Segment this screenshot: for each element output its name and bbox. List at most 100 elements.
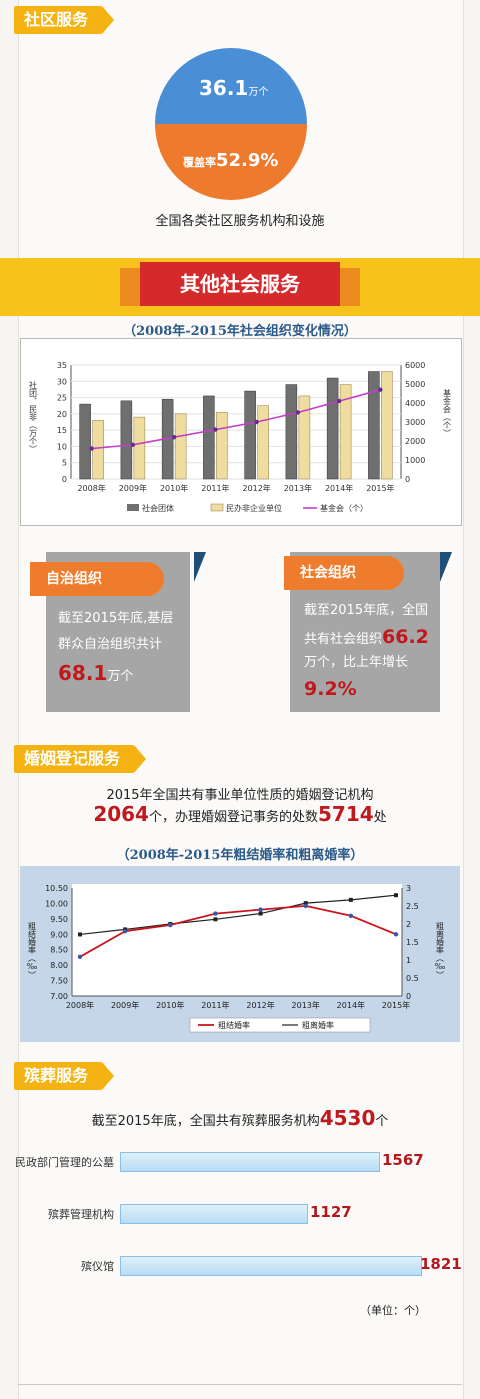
social-org-growth: 9.2% [304,678,357,700]
funeral-bar-value: 1127 [310,1203,352,1221]
bar-social-group [79,403,91,480]
coverage-rate: 覆盖率52.9% [183,150,278,171]
bar-social-group [326,377,339,480]
x-tick-label: 2009年 [111,1000,139,1010]
bar-private-nonprofit [133,416,146,480]
x-tick-label: 2012年 [242,483,270,493]
plot-area [72,884,402,996]
bar-private-nonprofit [174,413,187,480]
social-org-value: 66.2 [382,626,429,648]
point-foundation [89,446,94,451]
legend-swatch-social-group [127,504,139,511]
coverage-circle: 36.1万个 覆盖率52.9% [155,48,307,200]
x-tick-label: 2008年 [77,483,105,493]
x-tick-label: 2009年 [119,483,147,493]
y-tick-label: 5 [62,459,67,468]
community-tag: 社区服务 [14,6,115,34]
marriage-line2: 2064个，办理婚姻登记事务的处数5714处 [0,802,480,826]
y2-tick-label: 0 [405,475,410,484]
marriage-num2: 5714 [318,802,374,826]
funeral-bar-value: 1821 [420,1255,462,1273]
y2-tick-label: 0.5 [406,974,419,983]
funeral-bar [120,1256,422,1276]
funeral-bar-value: 1567 [382,1151,424,1169]
x-tick-label: 2010年 [156,1000,184,1010]
y-axis-label: 社团、民非（万个） [29,380,38,453]
org-chart-panel: 0 5 10 15 20 25 30 35 0 1000 2000 3000 4000 5000 6000 社… [20,338,462,526]
x-tick-label: 2011年 [201,1000,229,1010]
point-marriage-rate [168,922,173,928]
line-marriage-rate [79,904,397,958]
point-divorce-rate [78,932,82,937]
social-org-line3: 万个，比上年增长 [304,655,409,670]
bar-private-nonprofit [339,384,352,480]
point-marriage-rate [393,932,399,937]
y2-tick-label: 2000 [405,437,425,446]
y-tick-label: 7.00 [50,992,68,1001]
line-foundation [91,388,381,450]
marriage-chart-caption: （2008年-2015年粗结婚率和粗离婚率） [116,848,364,863]
y-tick-label: 35 [57,361,67,370]
footer-divider [18,1384,462,1385]
bar-social-group [285,384,298,480]
funeral-total: 4530 [319,1106,376,1130]
y2-tick-label: 4000 [405,399,425,408]
bar-private-nonprofit [216,411,228,480]
x-tick-label: 2011年 [201,483,229,493]
y2-axis-label: 基金会（个） [443,388,452,437]
y2-tick-label: 2 [406,920,411,929]
circle-bottom [155,124,307,200]
funeral-intro: 截至2015年底，全国共有殡葬服务机构4530个 [0,1106,480,1130]
bar-private-nonprofit [92,420,104,480]
circle-top [155,48,307,124]
y-tick-label: 10.50 [45,884,68,893]
coverage-label: 覆盖率 [183,156,216,169]
funeral-chart: 民政部门管理的公墓 1567 殡葬管理机构 1127 殡仪馆 1821 [15,1140,462,1340]
y2-tick-label: 1.5 [406,938,419,947]
bar-category-label: 殡葬管理机构 [48,1208,114,1221]
marriage-chart: 7.00 7.50 8.00 8.50 9.00 9.50 10.00 10.50 0 0.5 1 1… [26,884,445,1033]
self-gov-unit: 万个 [107,669,134,684]
x-tick-label: 2015年 [382,1000,410,1010]
bar-social-group [203,395,215,480]
legend-swatch-private-nonprofit [210,503,224,512]
x-tick-label: 2014年 [325,483,353,493]
funeral-unit-note: （单位：个） [360,1304,426,1317]
point-marriage-rate [303,903,308,909]
funeral-intro-text: 截至2015年底，全国共有殡葬服务机构 [91,1114,320,1129]
marriage-num1: 2064 [93,802,149,826]
y-tick-label: 8.00 [50,961,68,970]
x-tick-label: 2010年 [160,483,188,493]
funeral-bar [120,1204,308,1224]
point-foundation [171,435,177,440]
y2-axis-label: 粗离婚率（‰） [434,921,445,979]
y-tick-label: 10.00 [45,899,68,908]
y-tick-label: 9.50 [50,915,68,924]
funeral-bar [120,1152,380,1172]
funeral-total-unit: 个 [375,1114,389,1129]
social-org-title: 社会组织 [284,556,404,590]
point-foundation [336,398,342,404]
y-tick-label: 0 [62,475,67,484]
point-foundation [130,442,136,447]
point-foundation [254,419,259,425]
point-foundation [295,410,301,415]
social-org-line1: 截至2015年底，全国 [304,603,429,618]
coverage-value: 52.9% [216,150,279,171]
point-marriage-rate [122,929,128,934]
self-gov-total: 68.1万个 [58,660,133,690]
social-org-line2: 共有社会组织66.2 [304,624,429,653]
y2-tick-label: 3 [406,884,411,893]
y-tick-label: 9.00 [50,930,68,939]
y2-tick-label: 6000 [405,361,425,370]
y2-tick-label: 1000 [405,456,425,465]
org-chart-caption: （2008年-2015年社会组织变化情况） [123,324,357,339]
legend-label-marriage-rate: 粗结婚率 [218,1020,250,1030]
count-unit: 万个 [248,87,269,98]
bar-category-label: 民政部门管理的公墓 [15,1156,114,1169]
self-gov-title: 自治组织 [30,562,164,596]
y2-tick-label: 3000 [405,418,425,427]
bar-social-group [120,400,133,480]
point-marriage-rate [348,913,354,918]
point-marriage-rate [213,911,218,916]
